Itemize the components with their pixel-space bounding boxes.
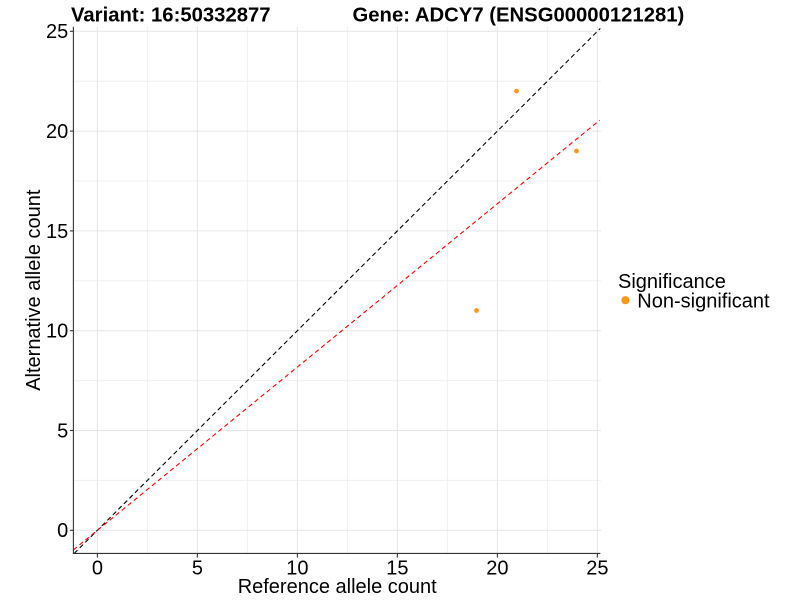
- svg-text:15: 15: [46, 221, 68, 243]
- svg-text:20: 20: [46, 121, 68, 143]
- svg-text:5: 5: [192, 557, 203, 579]
- svg-text:0: 0: [57, 520, 68, 542]
- svg-text:Non-significant: Non-significant: [637, 290, 770, 312]
- svg-text:20: 20: [486, 557, 508, 579]
- svg-text:Gene: ADCY7 (ENSG00000121281): Gene: ADCY7 (ENSG00000121281): [353, 4, 685, 26]
- svg-text:15: 15: [386, 557, 408, 579]
- svg-text:10: 10: [286, 557, 308, 579]
- svg-text:Alternative allele count: Alternative allele count: [23, 189, 45, 391]
- svg-text:Variant: 16:50332877: Variant: 16:50332877: [71, 4, 271, 26]
- svg-text:5: 5: [57, 420, 68, 442]
- svg-text:Reference allele count: Reference allele count: [238, 576, 437, 598]
- svg-text:25: 25: [46, 21, 68, 43]
- svg-text:0: 0: [92, 557, 103, 579]
- svg-text:10: 10: [46, 321, 68, 343]
- svg-text:Significance: Significance: [618, 271, 726, 293]
- svg-text:25: 25: [586, 557, 608, 579]
